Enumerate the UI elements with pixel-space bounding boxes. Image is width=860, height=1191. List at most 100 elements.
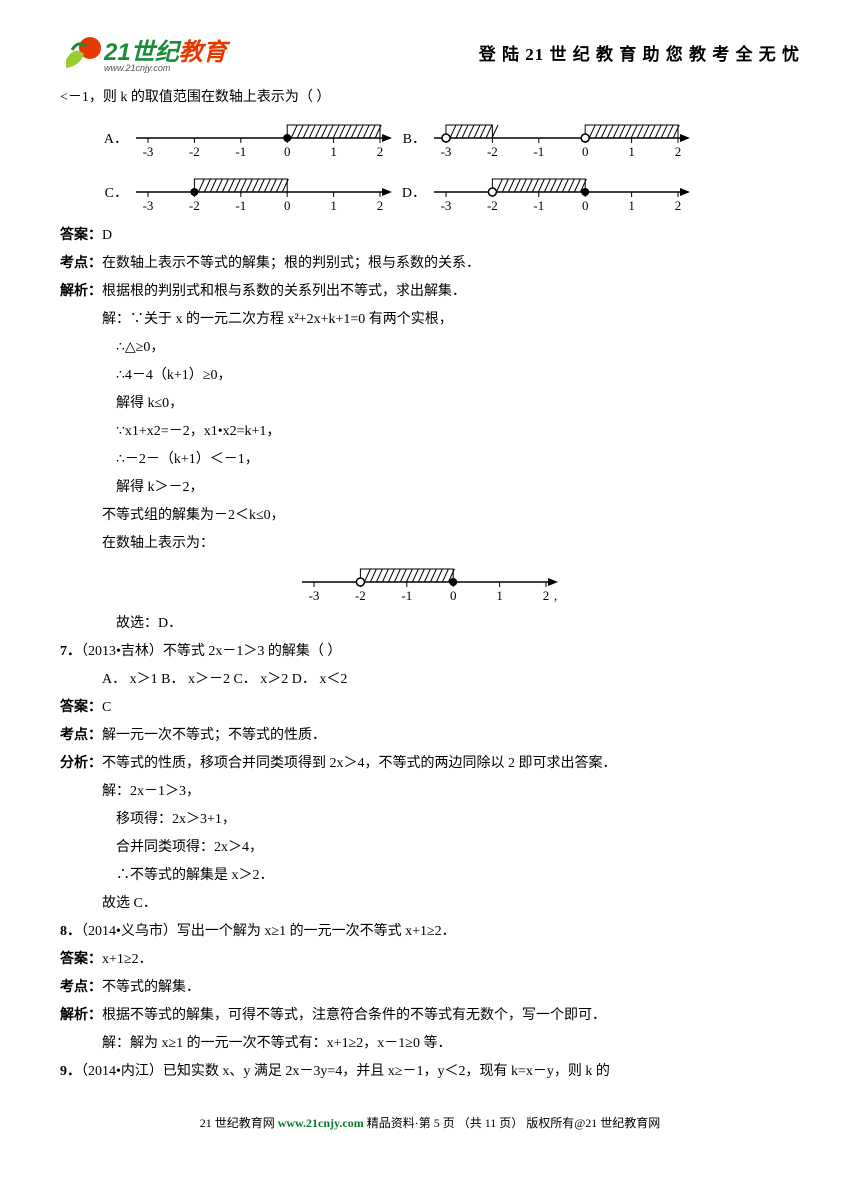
- footer: 21 世纪教育网 www.21cnjy.com 精品资料·第 5 页 （共 11…: [60, 1114, 800, 1131]
- jx8: 解析：根据不等式的解集，可得不等式，注意符合条件的不等式有无数个，写一个即可．: [60, 1002, 800, 1030]
- svg-text:0: 0: [582, 144, 589, 159]
- kd1-label: 考点：: [60, 256, 102, 271]
- fx7-val: 不等式的性质，移项合并同类项得到 2x＞4，不等式的两边同除以 2 即可求出答案…: [102, 756, 617, 771]
- q9-stem-text: （2014•内江）已知实数 x、y 满足 2x－3y=4，并且 x≥－1，y＜2…: [81, 1064, 610, 1079]
- svg-text:0: 0: [582, 198, 589, 213]
- svg-text:-1: -1: [533, 198, 544, 213]
- logo-green: 21世纪: [104, 39, 179, 66]
- fx7: 分析：不等式的性质，移项合并同类项得到 2x＞4，不等式的两边同除以 2 即可求…: [60, 750, 800, 778]
- q7-stem: 7．（2013•吉林）不等式 2x－1＞3 的解集（ ）: [60, 638, 800, 666]
- kd7-label: 考点：: [60, 728, 102, 743]
- ans8-label: 答案：: [60, 952, 102, 967]
- svg-text:2: 2: [675, 144, 682, 159]
- logo-text: 21世纪教育: [104, 32, 227, 67]
- svg-text:-3: -3: [309, 588, 320, 603]
- svg-text:-1: -1: [401, 588, 412, 603]
- numberline-b: -3 -2 -1 0 1 2: [432, 114, 692, 166]
- numberline-answer-wrap: -3 -2 -1 0 1 2,: [60, 558, 800, 610]
- step: ∵x1+x2=－2，x1•x2=k+1，: [60, 418, 800, 446]
- fx7-label: 分析：: [60, 756, 102, 771]
- header-slogan: 登 陆 21 世 纪 教 育 助 您 教 考 全 无 忧: [479, 40, 800, 65]
- q8-stem-text: （2014•义乌市）写出一个解为 x≥1 的一元一次不等式 x+1≥2．: [81, 924, 456, 939]
- choice-label-c: C．: [60, 180, 134, 208]
- logo: 21世纪教育 www.21cnjy.com: [60, 30, 227, 74]
- svg-text:2: 2: [377, 198, 384, 213]
- q7-num: 7．: [60, 644, 81, 659]
- q8-stem: 8．（2014•义乌市）写出一个解为 x≥1 的一元一次不等式 x+1≥2．: [60, 918, 800, 946]
- jx1-label: 解析：: [60, 284, 102, 299]
- choice-row-cd: C． -3-2-1012 D． -3-2-1012: [60, 168, 800, 220]
- choice-label-b: B．: [394, 126, 432, 154]
- step: 不等式组的解集为－2＜k≤0，: [60, 502, 800, 530]
- ans1-label: 答案：: [60, 228, 102, 243]
- svg-text:-2: -2: [189, 198, 200, 213]
- q7-stem-text: （2013•吉林）不等式 2x－1＞3 的解集（ ）: [81, 644, 341, 659]
- ans8: 答案：x+1≥2．: [60, 946, 800, 974]
- q9-stem: 9．（2014•内江）已知实数 x、y 满足 2x－3y=4，并且 x≥－1，y…: [60, 1058, 800, 1086]
- jx1: 解析：根据根的判别式和根与系数的关系列出不等式，求出解集．: [60, 278, 800, 306]
- svg-text:1: 1: [628, 144, 635, 159]
- svg-text:0: 0: [284, 198, 291, 213]
- logo-icon: [60, 30, 104, 74]
- step: ∴不等式的解集是 x＞2．: [60, 862, 800, 890]
- kd8: 考点：不等式的解集．: [60, 974, 800, 1002]
- svg-text:1: 1: [330, 144, 337, 159]
- page: 21世纪教育 www.21cnjy.com 登 陆 21 世 纪 教 育 助 您…: [0, 0, 860, 1161]
- choice-label-d: D．: [394, 180, 432, 208]
- step: 合并同类项得：2x＞4，: [60, 834, 800, 862]
- q8-num: 8．: [60, 924, 81, 939]
- svg-text:2: 2: [543, 588, 550, 603]
- choice-row-ab: A． -3 -2 -1 0 1 2 B． -3 -2 -1 0 1 2: [60, 114, 800, 166]
- kd8-label: 考点：: [60, 980, 102, 995]
- step: 解：2x－1＞3，: [60, 778, 800, 806]
- numberline-d: -3-2-1012: [432, 168, 692, 220]
- kd1-val: 在数轴上表示不等式的解集；根的判别式；根与系数的关系．: [102, 256, 480, 271]
- step: ∴△≥0，: [60, 334, 800, 362]
- jx8-val: 根据不等式的解集，可得不等式，注意符合条件的不等式有无数个，写一个即可．: [102, 1008, 606, 1023]
- svg-text:-1: -1: [235, 144, 246, 159]
- step: ∴4－4（k+1）≥0，: [60, 362, 800, 390]
- svg-text:-1: -1: [533, 144, 544, 159]
- footer-left: 21 世纪教育网: [200, 1116, 278, 1130]
- kd7: 考点：解一元一次不等式；不等式的性质．: [60, 722, 800, 750]
- step: 在数轴上表示为：: [60, 530, 800, 558]
- q9-num: 9．: [60, 1064, 81, 1079]
- svg-text:-3: -3: [441, 198, 452, 213]
- svg-text:0: 0: [450, 588, 457, 603]
- kd1: 考点：在数轴上表示不等式的解集；根的判别式；根与系数的关系．: [60, 250, 800, 278]
- svg-text:0: 0: [284, 144, 291, 159]
- ans1: 答案：D: [60, 222, 800, 250]
- svg-text:-2: -2: [487, 144, 498, 159]
- svg-text:,: ,: [554, 588, 557, 603]
- kd8-val: 不等式的解集．: [102, 980, 200, 995]
- footer-url: www.21cnjy.com: [278, 1116, 364, 1130]
- step: 故选 C．: [60, 890, 800, 918]
- svg-text:1: 1: [496, 588, 503, 603]
- step: 解：∵关于 x 的一元二次方程 x²+2x+k+1=0 有两个实根，: [60, 306, 800, 334]
- ans7-label: 答案：: [60, 700, 102, 715]
- svg-text:-2: -2: [487, 198, 498, 213]
- step: 解得 k≤0，: [60, 390, 800, 418]
- step: 解：解为 x≥1 的一元一次不等式有：x+1≥2，x－1≥0 等．: [60, 1030, 800, 1058]
- svg-text:-3: -3: [441, 144, 452, 159]
- numberline-c: -3-2-1012: [134, 168, 394, 220]
- content: <－1，则 k 的取值范围在数轴上表示为（ ） A． -3 -2 -1 0 1 2 B． …: [60, 84, 800, 1086]
- step: 解得 k＞－2，: [60, 474, 800, 502]
- choice-label-a: A．: [60, 126, 134, 154]
- numberline-a: -3-2-1012: [134, 114, 394, 166]
- q7-opts: A． x＞1 B． x＞－2 C． x＞2 D． x＜2: [60, 666, 800, 694]
- kd7-val: 解一元一次不等式；不等式的性质．: [102, 728, 326, 743]
- footer-mid: 精品资料·第 5 页 （共 11 页） 版权所有@21 世纪教育网: [367, 1116, 661, 1130]
- logo-red: 教育: [179, 39, 227, 66]
- svg-text:-2: -2: [355, 588, 366, 603]
- ans8-val: x+1≥2．: [102, 952, 153, 967]
- ans7-val: C: [102, 700, 111, 715]
- svg-text:2: 2: [377, 144, 384, 159]
- svg-text:2: 2: [675, 198, 682, 213]
- jx8-label: 解析：: [60, 1008, 102, 1023]
- intro-fragment: <－1，则 k 的取值范围在数轴上表示为（ ）: [60, 84, 800, 112]
- ans7: 答案：C: [60, 694, 800, 722]
- svg-text:-3: -3: [143, 144, 154, 159]
- jx1-val: 根据根的判别式和根与系数的关系列出不等式，求出解集．: [102, 284, 466, 299]
- svg-text:-3: -3: [143, 198, 154, 213]
